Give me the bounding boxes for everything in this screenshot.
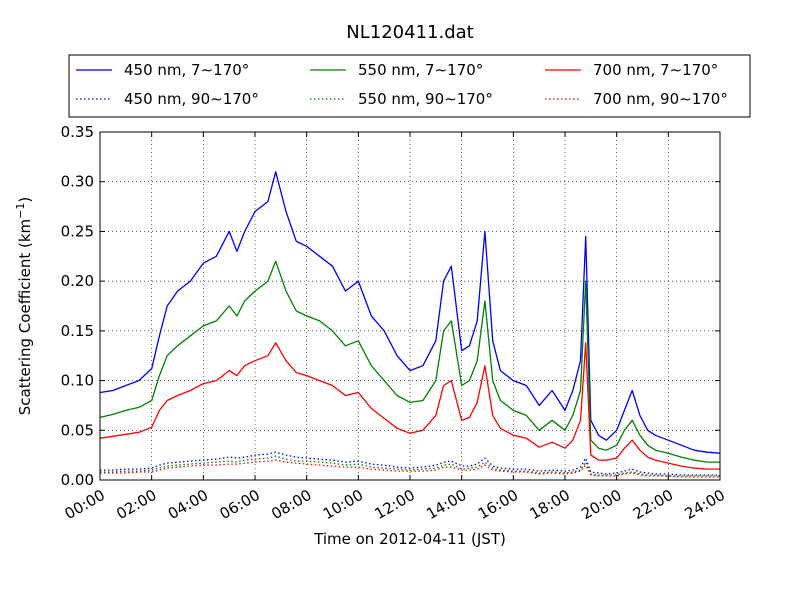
series-line-2 bbox=[99, 260, 720, 463]
y-tick-labels: 0.00 0.05 0.10 0.15 0.20 0.25 0.30 0.35 bbox=[61, 123, 94, 489]
series-line-4 bbox=[100, 451, 720, 476]
y-tick-label: 0.35 bbox=[61, 123, 94, 141]
x-tick-label: 02:00 bbox=[113, 486, 159, 523]
x-tick-label: 18:00 bbox=[527, 486, 573, 523]
x-tick-label: 22:00 bbox=[630, 486, 676, 523]
x-tick-label: 14:00 bbox=[423, 486, 469, 523]
legend-label: 450 nm, 7∼170° bbox=[124, 61, 249, 79]
x-tick-label: 08:00 bbox=[268, 486, 314, 523]
x-tick-label: 06:00 bbox=[217, 486, 263, 523]
legend-label: 700 nm, 90∼170° bbox=[593, 90, 728, 108]
y-axis-title-suffix: ) bbox=[16, 197, 34, 203]
y-tick-label: 0.15 bbox=[61, 322, 94, 340]
x-tick-label: 20:00 bbox=[578, 486, 624, 523]
y-tick-label: 0.30 bbox=[61, 173, 94, 191]
y-tick-label: 0.20 bbox=[61, 272, 94, 290]
x-axis-title: Time on 2012-04-11 (JST) bbox=[313, 530, 506, 548]
x-tick-label: 24:00 bbox=[682, 486, 728, 523]
x-tick-label: 12:00 bbox=[372, 486, 418, 523]
legend-label: 450 nm, 90∼170° bbox=[124, 90, 259, 108]
y-axis-title-exponent: −1 bbox=[14, 203, 27, 219]
chart-ticks bbox=[99, 131, 721, 481]
chart-series-layer bbox=[99, 171, 721, 478]
series-line-3 bbox=[99, 342, 720, 470]
y-axis-title: Scattering Coefficient (km−1) bbox=[14, 197, 34, 416]
chart-legend: 450 nm, 7∼170° 450 nm, 90∼170° 550 nm, 7∼1… bbox=[68, 54, 751, 118]
legend-label: 550 nm, 90∼170° bbox=[358, 90, 493, 108]
series-line-6 bbox=[100, 459, 720, 478]
y-tick-label: 0.10 bbox=[61, 372, 94, 390]
legend-frame bbox=[68, 54, 751, 118]
x-tick-label: 10:00 bbox=[320, 486, 366, 523]
y-axis-title-main: Scattering Coefficient (km bbox=[16, 219, 34, 415]
series-line-5 bbox=[100, 455, 720, 477]
y-tick-label: 0.25 bbox=[61, 222, 94, 240]
y-tick-label: 0.00 bbox=[61, 471, 94, 489]
chart-title: NL120411.dat bbox=[346, 22, 473, 43]
series-line-1 bbox=[99, 171, 721, 454]
x-tick-label: 16:00 bbox=[475, 486, 521, 523]
x-tick-labels: 00:00 02:00 04:00 06:00 08:00 10:00 12:00 14:00… bbox=[62, 486, 728, 523]
legend-label: 550 nm, 7∼170° bbox=[358, 61, 483, 79]
x-tick-label: 00:00 bbox=[62, 486, 108, 523]
legend-label: 700 nm, 7∼170° bbox=[593, 61, 718, 79]
y-tick-label: 0.05 bbox=[61, 421, 94, 439]
x-tick-label: 04:00 bbox=[165, 486, 211, 523]
